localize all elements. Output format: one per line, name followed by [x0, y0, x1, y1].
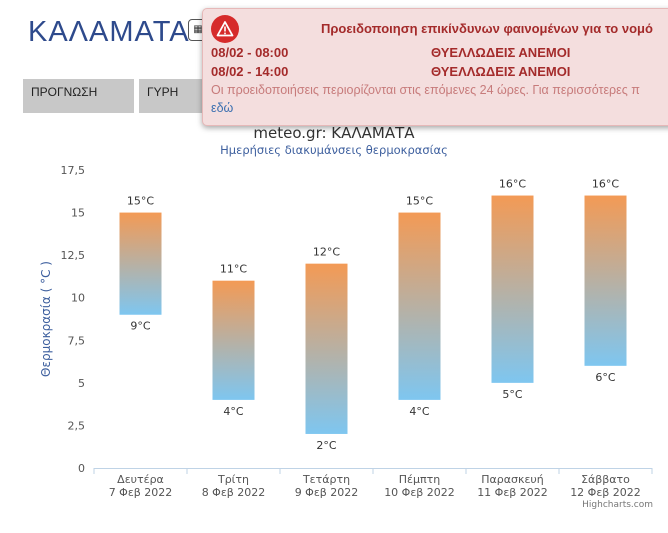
y-tick-label: 2,5	[68, 419, 86, 432]
temperature-bar	[305, 263, 348, 434]
y-tick-label: 12,5	[61, 249, 86, 262]
tab-forecast[interactable]: ΠΡΟΓΝΩΣΗ	[23, 79, 134, 113]
alert-item: 08/02 - 14:00 ΘΥΕΛΛΩΔΕΙΣ ΑΝΕΜΟΙ	[211, 64, 570, 79]
x-tick-day: Πέμπτη	[399, 473, 440, 486]
chart-credits[interactable]: Highcharts.com	[582, 500, 653, 510]
high-temp-label: 11°C	[220, 263, 247, 276]
alert-item-time: 08/02 - 08:00	[211, 45, 289, 60]
chart-title: meteo.gr: ΚΑΛΑΜΑΤΑ	[253, 124, 415, 142]
x-tick-day: Παρασκευή	[481, 473, 544, 486]
y-tick-label: 17,5	[61, 164, 86, 177]
high-temp-label: 15°C	[406, 195, 433, 208]
x-tick-day: Τρίτη	[217, 473, 249, 486]
y-tick-label: 7,5	[68, 334, 86, 347]
alert-item-event: ΘΥΕΛΛΩΔΕΙΣ ΑΝΕΜΟΙ	[431, 64, 571, 79]
alert-more-link[interactable]: εδώ	[211, 101, 234, 115]
temperature-bar	[119, 212, 162, 315]
low-temp-label: 4°C	[409, 405, 429, 418]
x-tick-date: 8 Φεβ 2022	[202, 486, 266, 499]
temperature-bar	[212, 280, 255, 400]
x-tick-date: 12 Φεβ 2022	[570, 486, 641, 499]
low-temp-label: 6°C	[595, 371, 615, 384]
warning-icon	[211, 15, 239, 43]
y-tick-label: 0	[78, 462, 85, 475]
x-tick-date: 9 Φεβ 2022	[295, 486, 359, 499]
x-tick-day: Τετάρτη	[302, 473, 350, 486]
x-tick-day: Δευτέρα	[117, 473, 164, 486]
alert-item-event: ΘΥΕΛΛΩΔΕΙΣ ΑΝΕΜΟΙ	[431, 45, 571, 60]
y-axis-title: Θερμοκρασία ( °C )	[39, 261, 53, 377]
alert-title: Προειδοποιηση επικίνδυνων φαινομένων για…	[321, 21, 653, 36]
temperature-bar	[398, 212, 441, 400]
high-temp-label: 15°C	[127, 195, 154, 208]
low-temp-label: 5°C	[502, 388, 522, 401]
high-temp-label: 16°C	[499, 178, 526, 191]
x-tick-date: 11 Φεβ 2022	[477, 486, 548, 499]
alert-note: Οι προειδοποιήσεις περιορίζονται στις επ…	[211, 83, 640, 97]
high-temp-label: 16°C	[592, 178, 619, 191]
y-tick-label: 15	[71, 207, 85, 220]
alert-item: 08/02 - 08:00 ΘΥΕΛΛΩΔΕΙΣ ΑΝΕΜΟΙ	[211, 45, 570, 60]
warning-alert: Προειδοποιηση επικίνδυνων φαινομένων για…	[202, 8, 668, 126]
chart-subtitle: Ημερήσιες διακυμάνσεις θερμοκρασίας	[220, 143, 448, 157]
x-tick-date: 7 Φεβ 2022	[109, 486, 173, 499]
low-temp-label: 9°C	[130, 320, 150, 333]
temperature-bar	[584, 195, 627, 366]
low-temp-label: 4°C	[223, 405, 243, 418]
x-tick-date: 10 Φεβ 2022	[384, 486, 455, 499]
tab-pollen[interactable]: ΓΥΡΗ	[139, 79, 209, 113]
temperature-bar	[491, 195, 534, 383]
high-temp-label: 12°C	[313, 246, 340, 259]
low-temp-label: 2°C	[316, 439, 336, 452]
y-tick-label: 5	[78, 377, 85, 390]
y-tick-label: 10	[71, 292, 85, 305]
alert-item-time: 08/02 - 14:00	[211, 64, 289, 79]
x-tick-day: Σάββατο	[581, 473, 630, 486]
city-title: ΚΑΛΑΜΑΤΑ	[28, 16, 190, 48]
